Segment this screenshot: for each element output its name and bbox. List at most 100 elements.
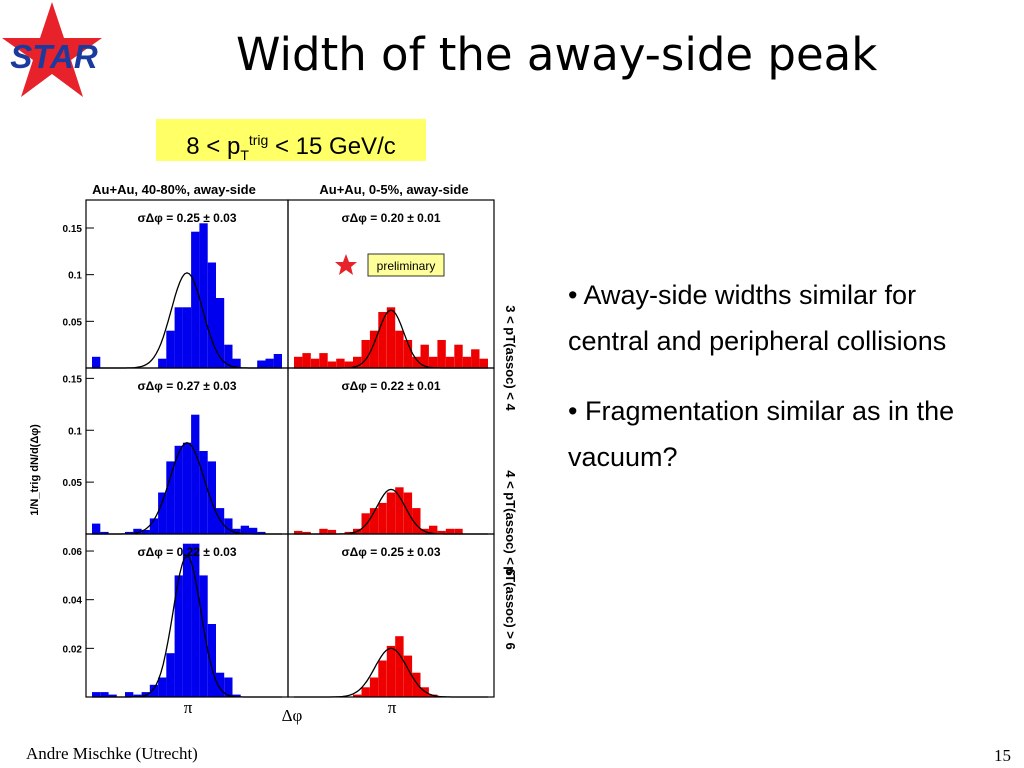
sigma-label: σΔφ = 0.27 ± 0.03 xyxy=(137,379,236,393)
panel-0-0: 0.05 0.1 0.15 σΔφ = 0.25 ± 0.03 xyxy=(63,199,289,369)
sigma-label: σΔφ = 0.25 ± 0.03 xyxy=(341,545,440,559)
panel-2-0: 0.02 0.04 0.06 σΔφ = 0.22 ± 0.03 xyxy=(63,533,289,698)
y-tick-label: 0.05 xyxy=(63,317,83,328)
sigma-label: σΔφ = 0.22 ± 0.01 xyxy=(341,379,440,393)
histogram-bar xyxy=(182,307,192,368)
histogram-bar xyxy=(386,492,396,534)
page-number: 15 xyxy=(994,746,1011,765)
histogram-bar xyxy=(215,508,225,534)
histogram-bar xyxy=(224,677,233,697)
histogram-bar xyxy=(361,340,370,368)
sigma-label: σΔφ = 0.20 ± 0.01 xyxy=(341,211,440,225)
star-small-icon xyxy=(335,254,357,275)
bullet-1: • Away-side widths similar for central a… xyxy=(568,280,947,356)
pt-range-label: 8 < pTtrig < 15 GeV/c xyxy=(156,119,426,163)
y-tick-label: 0.1 xyxy=(68,426,82,437)
row-label-3: pT(assoc) > 6 xyxy=(503,566,518,649)
histogram-bar xyxy=(454,528,463,534)
histogram-bar xyxy=(215,298,225,368)
histogram-bar xyxy=(471,349,480,368)
histogram-bar xyxy=(249,527,258,534)
column-title-peripheral: Au+Au, 40-80%, away-side xyxy=(92,182,256,197)
histogram-bar xyxy=(395,487,404,534)
y-tick-label: 0.02 xyxy=(63,644,83,655)
panel-1-1: σΔφ = 0.22 ± 0.01 xyxy=(287,367,495,535)
star-logo: STAR xyxy=(0,0,105,105)
histogram-bar xyxy=(462,356,472,368)
row-label-1: 3 < pT(assoc) < 4 xyxy=(503,305,518,411)
histogram-bar xyxy=(174,575,183,697)
histogram-bar xyxy=(273,354,282,368)
pt-sub: T xyxy=(240,146,249,163)
histogram-bar xyxy=(437,530,446,534)
histogram-bar xyxy=(378,312,387,368)
y-tick-label: 0.06 xyxy=(63,547,83,558)
histogram-bar xyxy=(420,344,429,368)
histogram-bar xyxy=(149,518,159,534)
histogram-bar xyxy=(224,518,233,534)
histogram-bar xyxy=(207,262,216,368)
histogram-bar xyxy=(257,531,266,534)
histogram-bar xyxy=(199,575,208,697)
histogram-bar xyxy=(327,529,337,535)
histogram-bar xyxy=(257,360,266,368)
pt-prefix: 8 < p xyxy=(186,133,241,160)
pt-sup: trig xyxy=(248,132,269,148)
panel-frame xyxy=(287,533,495,698)
histogram-bar xyxy=(302,531,311,534)
histogram-bar xyxy=(182,543,192,697)
histogram-bar xyxy=(149,684,159,697)
histogram-bar xyxy=(353,694,362,697)
row-label-2: 4 < pT(assoc) < 6 xyxy=(503,470,518,576)
histogram-bar xyxy=(353,356,362,368)
histogram-bar xyxy=(445,528,455,534)
histogram-bar xyxy=(395,636,404,697)
histogram-bar xyxy=(361,687,370,697)
histogram-bar xyxy=(182,442,192,534)
logo-text: STAR xyxy=(10,38,98,75)
histogram-bar xyxy=(100,692,109,697)
slide-title: Width of the away-side peak xyxy=(236,28,878,81)
star-logo-icon xyxy=(2,2,102,97)
histogram-bar xyxy=(378,660,387,697)
histogram-bar xyxy=(92,356,101,368)
y-tick-label: 0.15 xyxy=(63,224,83,235)
histogram-bar xyxy=(240,525,249,534)
y-tick-label: 0.05 xyxy=(63,478,83,489)
histogram-bar xyxy=(294,530,303,534)
column-title-central: Au+Au, 0-5%, away-side xyxy=(319,182,468,197)
histogram-bar xyxy=(479,358,488,368)
histogram-bar xyxy=(141,529,150,535)
panel-0-1: σΔφ = 0.20 ± 0.01 xyxy=(287,199,495,369)
histogram-bar xyxy=(369,508,379,534)
sigma-label: σΔφ = 0.22 ± 0.03 xyxy=(137,545,236,559)
histogram-bar xyxy=(133,528,142,534)
preliminary-box xyxy=(367,253,445,277)
panel-1-0: 0.05 0.1 0.15 σΔφ = 0.27 ± 0.03 xyxy=(63,367,289,535)
histogram-bar xyxy=(265,358,274,368)
y-tick-label: 0.15 xyxy=(63,374,83,385)
panel-2-1: σΔφ = 0.25 ± 0.03 xyxy=(287,533,495,698)
histogram-bar xyxy=(232,528,241,534)
x-tick-pi-right: π xyxy=(388,698,397,717)
histogram-bar xyxy=(454,344,463,368)
y-tick-label: 0.1 xyxy=(68,271,82,282)
preliminary-badge: preliminary xyxy=(335,253,445,277)
histogram-bar xyxy=(133,694,142,697)
histogram-bar xyxy=(412,508,421,534)
histogram-bar xyxy=(302,353,311,368)
histogram-bar xyxy=(199,223,208,368)
histogram-bar xyxy=(386,307,396,368)
row-label-2-text: 4 < pT(assoc) < 6 xyxy=(503,470,518,576)
histogram-bar xyxy=(369,677,379,697)
histogram-bar xyxy=(437,340,446,368)
histogram-bar xyxy=(232,694,241,697)
histogram-bar xyxy=(403,340,413,368)
histogram-bar xyxy=(100,531,109,534)
histogram-bar xyxy=(166,461,175,534)
histogram-bar xyxy=(386,645,396,697)
y-axis-label-text: 1/N_trig dN/d(Δφ) xyxy=(29,424,41,516)
histogram-bar xyxy=(174,445,183,534)
histogram-bar xyxy=(158,492,167,534)
histogram-bar xyxy=(327,361,337,368)
